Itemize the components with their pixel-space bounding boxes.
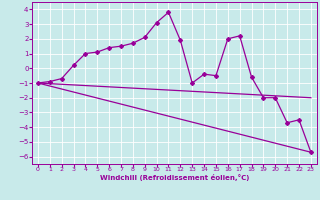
X-axis label: Windchill (Refroidissement éolien,°C): Windchill (Refroidissement éolien,°C)	[100, 174, 249, 181]
